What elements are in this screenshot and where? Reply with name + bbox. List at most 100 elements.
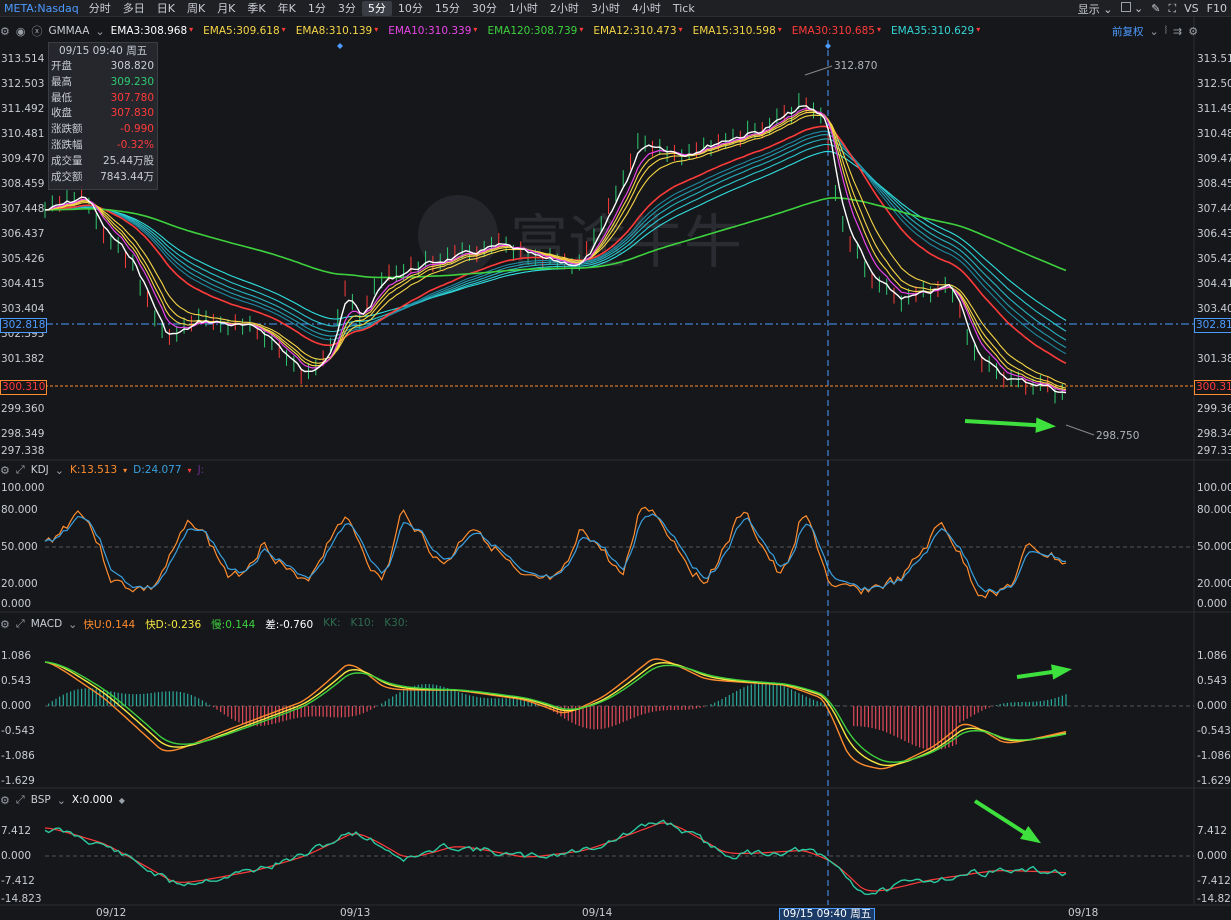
price-axis-label: 312.503 [1,78,45,90]
timeframe-tab[interactable]: Tick [672,1,695,15]
timeframe-tab[interactable]: 多日 [122,1,145,15]
macd-legend-item: 慢:0.144 [211,618,256,631]
date-label: 09/13 [340,907,371,919]
macd-legend-item: 差:-0.760 [265,618,314,631]
display-menu[interactable]: 显示 ⌄ [1077,2,1113,16]
gear-icon[interactable]: ⚙ [0,617,10,631]
timeframe-tab[interactable]: 1分 [307,1,326,15]
timeframe-tab[interactable]: 3分 [337,1,356,15]
price-axis-label-right: 299.36 [1197,403,1231,415]
watermark: 富途牛牛 [510,208,742,276]
chart-type-icon[interactable]: ⦚ [1164,24,1168,37]
compare-icon[interactable]: ⇉ [1173,24,1183,38]
dropdown-arrow-icon[interactable]: ▾ [777,25,782,34]
bsp-name[interactable]: BSP [30,794,51,806]
tooltip-row: 涨跌额 -0.990 [49,122,157,138]
tooltip-row: 最高 309.230 [49,75,157,91]
tooltip-key: 涨跌额 [51,123,83,136]
gear-icon[interactable]: ⚙ [0,793,10,807]
macd-axis-label: 1.086 [1197,650,1228,662]
timeframe-tab[interactable]: 季K [247,1,266,15]
dropdown-arrow-icon[interactable]: ▾ [189,25,194,34]
price-axis-label-right: 304.41 [1197,278,1231,290]
timeframe-tab[interactable]: 2小时 [549,1,579,15]
high-pointer [804,65,833,76]
price-axis-label-right: 311.49 [1197,103,1231,115]
macd-legend: ⚙ ⤢ MACD ⌄ 快U:0.144 快D:-0.236 慢:0.144 差:-0.7… [0,616,409,631]
dropdown-arrow-icon[interactable]: ▾ [678,25,683,34]
ema-legend-item: EMA5:309.618 [203,25,280,37]
kdj-legend: ⚙ ⤢ KDJ ⌄ K:13.513 ▾ D:24.077 ▾ J: [0,463,205,477]
timeframe-tab[interactable]: 10分 [397,1,423,15]
gear-icon[interactable]: ⚙ [0,463,10,477]
tooltip-value: 307.830 [110,107,154,120]
macd-legend-item: K30: [384,616,409,629]
timeframe-tab[interactable]: 月K [217,1,236,15]
timeframe-tab[interactable]: 15分 [434,1,460,15]
price-axis-label-right: 301.38 [1197,353,1231,365]
timeframe-tab[interactable]: 3小时 [590,1,620,15]
kdj-name[interactable]: KDJ [30,464,49,476]
timeframe-tab[interactable]: 周K [186,1,206,15]
crosshair-price-tag-left: 302.818 [0,318,48,333]
checkbox-toggle[interactable]: ⌄ [1120,2,1143,15]
date-label: 09/14 [582,907,613,919]
dropdown-arrow-icon[interactable]: ▾ [976,25,981,34]
ema-long-line [45,138,1067,341]
watermark-logo [418,195,498,275]
kdj-j: J: [197,464,205,476]
timeframe-tab[interactable]: 5分 [361,0,392,16]
main-legend: ⚙ ◉ ⓧ GMMAA ⌄ EMA3:308.968 ▾ EMA5:309.618 ▾ E… [0,24,981,39]
fullscreen-icon[interactable]: ⛶ [1168,1,1177,15]
dropdown-arrow-icon[interactable]: ▾ [374,25,379,34]
tooltip-value: -0.32% [116,138,154,151]
tooltip-key: 成交额 [51,170,83,183]
timeframe-tab[interactable]: 30分 [471,1,497,15]
tooltip-value: 25.44万股 [102,154,154,167]
expand-icon[interactable]: ⤢ [15,793,25,806]
price-axis-label: 311.492 [1,103,45,115]
settings-icon[interactable]: ⚙ [1188,24,1199,38]
fq-legend: 前复权 ⌄ ⦚ ⇉ ⚙ [1112,24,1199,38]
timeframe-tab[interactable]: 日K [156,1,175,15]
close-icon[interactable]: ⓧ [31,25,43,38]
timeframe-tab[interactable]: 分时 [88,1,111,15]
ema-long-line [45,134,1067,349]
macd-name[interactable]: MACD [30,618,63,630]
macd-slow-line [44,661,1067,763]
crosshair-date-tag: 09/15 09:40 周五 [779,908,876,920]
timeframe-tab[interactable]: 年K [277,1,296,15]
dropdown-arrow-icon[interactable]: ▾ [281,25,286,34]
draw-pen-icon[interactable]: ✎ [1151,2,1161,15]
ema-long-line [45,143,1067,332]
timeframe-tab[interactable]: 1小时 [508,1,538,15]
macd-axis-label: -0.543 [1197,725,1231,737]
price-axis-label: 313.514 [1,53,45,65]
annotation-arrow [964,419,1051,428]
macd-axis-label: 0.000 [1197,700,1228,712]
price-axis-label-right: 297.33 [1197,445,1231,457]
vs-button[interactable]: VS [1184,2,1199,15]
price-axis-label: 305.426 [1,253,45,265]
dropdown-arrow-icon[interactable]: ▾ [876,25,881,34]
dropdown-arrow-icon[interactable]: ▾ [579,25,584,34]
date-label: 09/12 [96,907,127,919]
dropdown-arrow-icon[interactable]: ▾ [473,25,478,34]
adjust-selector[interactable]: 前复权 [1112,25,1144,38]
expand-icon[interactable]: ⤢ [15,617,25,630]
f10-button[interactable]: F10 [1206,2,1227,15]
price-axis-label: 298.349 [1,428,45,440]
gear-icon[interactable]: ⚙ [0,24,10,38]
price-axis-label: 299.360 [1,403,45,415]
kdj-axis-label: 80.000 [1,504,38,516]
expand-icon[interactable]: ⤢ [15,463,25,476]
macd-axis-label: -0.543 [1,725,35,737]
bsp-axis-label: 0.000 [1197,850,1228,862]
symbol-label[interactable]: META:Nasdaq [4,1,79,15]
date-label: 09/18 [1068,907,1099,919]
timeframe-tab[interactable]: 4小时 [631,1,661,15]
eye-icon[interactable]: ◉ [15,24,26,38]
timeframe-toolbar: META:Nasdaq 分时 多日 日K 周K 月K 季K 年K 1分 3分 5分 10分 15分 30… [0,0,1231,17]
main-indicator-name[interactable]: GMMAA [48,25,90,37]
